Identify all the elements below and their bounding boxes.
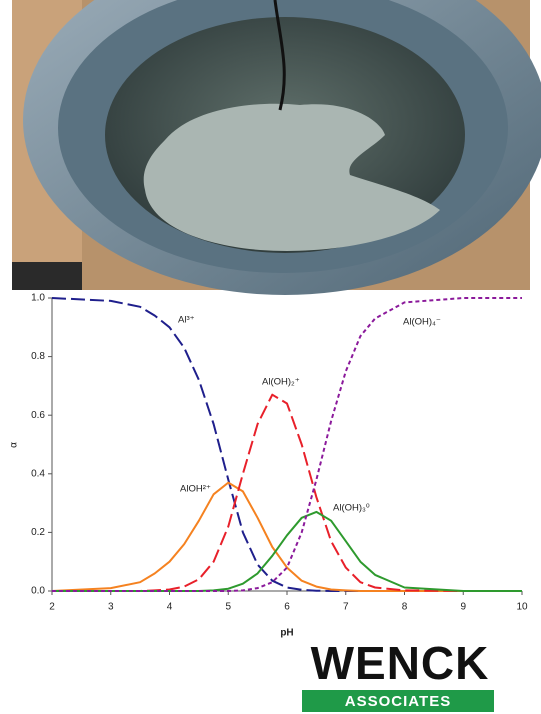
series-label: AlOH²⁺ (180, 484, 211, 495)
x-tick-label: 4 (167, 602, 173, 613)
y-tick-label: 0.4 (31, 468, 45, 479)
series-line (51, 297, 522, 592)
series-line (52, 297, 522, 592)
chart: pH α 0.0 0.2 0.4 0.6 0.8 1.0 2 3 4 5 6 7 8 9 10 Al³⁺ AlO… (9, 293, 528, 639)
series-label: Al(OH)₃⁰ (333, 503, 370, 514)
series-line (52, 393, 522, 592)
x-tick-label: 10 (516, 602, 528, 613)
series-line (52, 510, 522, 592)
x-axis-label: pH (280, 628, 293, 639)
logo-bar (302, 690, 494, 712)
x-tick-label: 3 (108, 602, 114, 613)
x-tick-label: 9 (460, 602, 466, 613)
y-axis-label: α (9, 442, 20, 448)
logo: WENCK ASSOCIATES (302, 637, 494, 712)
y-tick-label: 1.0 (31, 293, 45, 304)
x-tick-label: 5 (225, 602, 231, 613)
x-tick-label: 8 (402, 602, 408, 613)
logo-name: WENCK (311, 637, 490, 689)
logo-tagline: ASSOCIATES (345, 693, 451, 710)
y-tick-label: 0.6 (31, 410, 45, 421)
series-label: Al³⁺ (178, 315, 195, 326)
photo (12, 0, 541, 295)
series-label: Al(OH)₄⁻ (403, 317, 441, 328)
series-line (51, 481, 522, 592)
y-tick-label: 0.2 (31, 527, 45, 538)
x-tick-label: 7 (343, 602, 349, 613)
x-tick-label: 2 (49, 602, 55, 613)
series-label: Al(OH)₂⁺ (262, 377, 300, 388)
x-tick-label: 6 (284, 602, 290, 613)
y-tick-label: 0.8 (31, 351, 45, 362)
y-tick-label: 0.0 (31, 586, 45, 597)
